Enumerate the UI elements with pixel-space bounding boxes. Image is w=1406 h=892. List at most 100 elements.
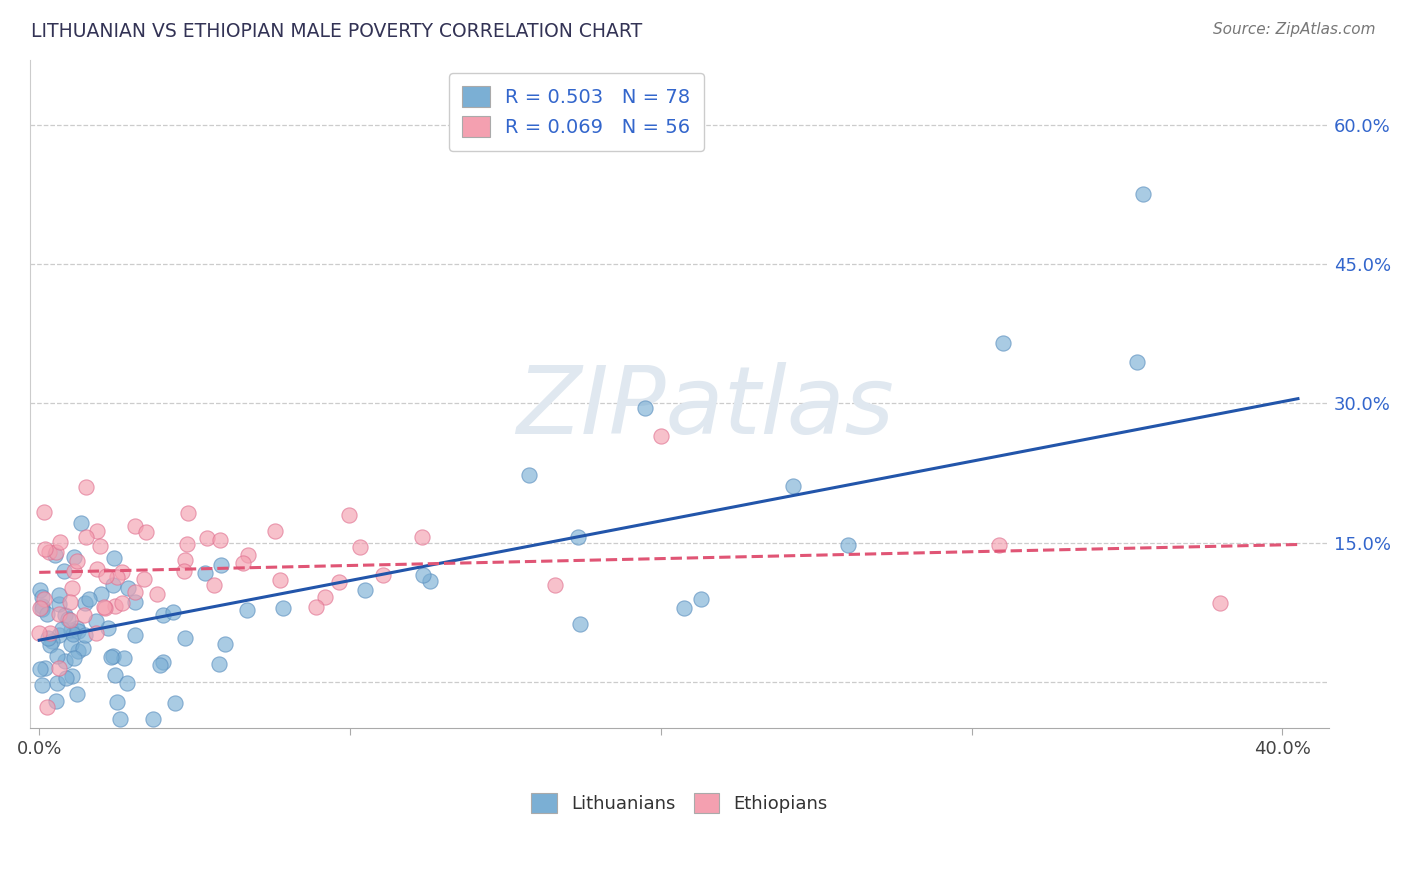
Point (63, 565, 86, 579)
Point (66, 624, 89, 639)
Point (90, 587, 112, 601)
Point (72, 641, 94, 656)
Point (89, 539, 111, 553)
Point (103, 550, 125, 565)
Point (77, 592, 100, 607)
Point (174, 631, 197, 645)
Point (31, 599, 53, 613)
Point (37, 700, 59, 714)
Point (124, 519, 146, 533)
Point (146, 587, 169, 601)
Point (173, 553, 195, 567)
Point (105, 569, 128, 583)
Point (63, 550, 86, 565)
Point (162, 605, 184, 619)
Point (55, 671, 77, 685)
Point (173, 564, 195, 578)
Point (34, 542, 56, 557)
Point (112, 650, 135, 665)
Point (35, 607, 58, 621)
Point (32, 505, 55, 519)
Point (66, 621, 89, 635)
Point (135, 524, 157, 539)
Point (837, 538, 859, 552)
Point (84, 614, 107, 628)
Point (37, 631, 59, 645)
Point (419, 574, 441, 588)
Point (104, 667, 127, 681)
Point (28, 662, 51, 676)
Text: LITHUANIAN VS ETHIOPIAN MALE POVERTY CORRELATION CHART: LITHUANIAN VS ETHIOPIAN MALE POVERTY COR… (31, 22, 643, 41)
Point (193, 566, 215, 580)
Point (59, 594, 82, 608)
Point (94, 569, 117, 583)
Point (232, 556, 254, 570)
Point (411, 530, 433, 544)
Point (163, 696, 186, 710)
Point (48, 607, 70, 622)
Point (214, 637, 236, 651)
Point (373, 568, 395, 582)
Point (176, 536, 198, 550)
Point (59, 613, 82, 627)
Point (517, 468, 540, 483)
Point (991, 335, 1014, 350)
Point (567, 530, 589, 544)
Text: ZIPatlas: ZIPatlas (516, 362, 894, 453)
Point (31, 590, 53, 604)
Point (177, 506, 200, 520)
Point (1209, 596, 1232, 610)
Point (349, 540, 371, 554)
Point (55, 608, 77, 623)
Point (62, 651, 84, 665)
Point (75, 530, 97, 544)
Point (100, 650, 122, 665)
Point (48, 597, 70, 611)
Text: Source: ZipAtlas.com: Source: ZipAtlas.com (1212, 22, 1375, 37)
Point (28, 625, 51, 640)
Point (97, 621, 120, 635)
Point (94, 601, 117, 615)
Point (67, 643, 90, 657)
Point (75, 479, 97, 493)
Point (105, 695, 128, 709)
Point (1125, 355, 1147, 369)
Point (34, 661, 56, 675)
Point (38, 545, 60, 559)
Point (142, 712, 165, 726)
Point (689, 591, 711, 606)
Point (58, 612, 80, 626)
Point (263, 524, 285, 539)
Point (46, 675, 69, 690)
Point (53, 564, 76, 578)
Point (104, 599, 127, 614)
Point (62, 627, 84, 641)
Point (45, 693, 67, 707)
Point (782, 479, 804, 493)
Point (60, 623, 83, 637)
Point (305, 599, 328, 614)
Point (117, 581, 139, 595)
Point (412, 568, 434, 582)
Point (111, 565, 134, 579)
Point (60, 582, 83, 596)
Point (84, 626, 107, 640)
Point (48, 535, 70, 549)
Point (152, 607, 174, 622)
Point (44, 548, 66, 562)
Point (46, 649, 69, 664)
Point (124, 628, 146, 642)
Point (208, 533, 231, 547)
Point (86, 524, 108, 539)
Point (86, 562, 108, 576)
Point (328, 575, 350, 590)
Point (60, 668, 83, 682)
Point (32, 591, 55, 606)
Point (101, 648, 124, 663)
Point (115, 675, 138, 690)
Point (236, 548, 259, 562)
Point (124, 585, 146, 599)
Point (152, 656, 174, 670)
Point (202, 577, 225, 591)
Point (59, 637, 82, 651)
